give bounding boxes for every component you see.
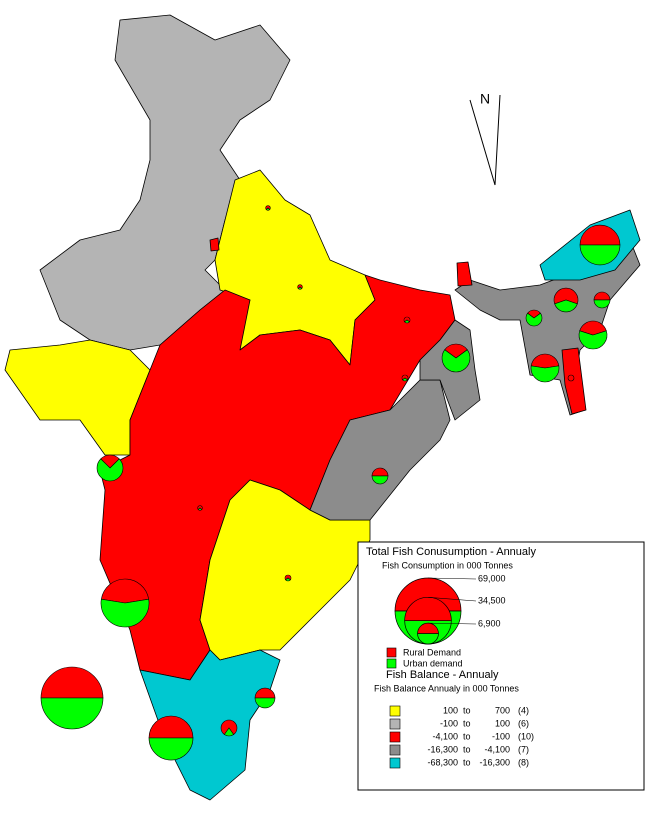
- size-key-leader: [427, 597, 477, 602]
- class-count: (10): [518, 731, 534, 741]
- class-to-word: to: [463, 731, 471, 741]
- pie-rural: [100, 578, 150, 604]
- pie-rural: [579, 320, 607, 336]
- rural-label: Rural Demand: [403, 647, 461, 657]
- class-from: -4,100: [432, 731, 458, 741]
- size-key-label: 34,500: [478, 595, 506, 605]
- pie-rural: [220, 719, 238, 735]
- pie-urban: [197, 507, 203, 511]
- compass: N: [469, 91, 501, 186]
- legend-balance-subtitle: Fish Balance Annualy in 000 Tonnes: [374, 683, 519, 693]
- pie-rural: [401, 374, 409, 381]
- pie-urban: [265, 207, 271, 211]
- pie-urban: [297, 286, 303, 290]
- urban-swatch: [386, 658, 397, 669]
- pie-rural: [40, 666, 104, 699]
- class-count: (4): [518, 705, 529, 715]
- class-to-word: to: [463, 718, 471, 728]
- pie-rural: [579, 224, 621, 246]
- class-to: 700: [495, 705, 510, 715]
- class-from: -100: [440, 718, 458, 728]
- region-sikkim: [456, 261, 473, 287]
- pie-urban: [578, 330, 608, 350]
- class-swatch: [389, 757, 401, 769]
- compass-arrow: [469, 94, 501, 186]
- class-to: -16,300: [479, 757, 510, 767]
- compass-label: N: [480, 91, 490, 107]
- pie-urban: [404, 319, 410, 324]
- pie-urban: [40, 697, 104, 730]
- legend-balance-title: Fish Balance - Annualy: [386, 669, 499, 681]
- class-swatch: [389, 744, 401, 756]
- class-count: (7): [518, 744, 529, 754]
- pie-urban: [254, 697, 276, 709]
- rural-swatch: [386, 647, 397, 658]
- class-to: 100: [495, 718, 510, 728]
- legend: Total Fish Conusumption - Annualy Fish C…: [357, 541, 645, 791]
- size-key-label: 6,900: [478, 618, 501, 628]
- pie-urban: [554, 299, 578, 313]
- pie-urban: [402, 377, 408, 382]
- pie-urban: [371, 475, 389, 485]
- pie-rural: [593, 291, 611, 301]
- class-swatch: [389, 718, 401, 730]
- pie-urban: [525, 312, 543, 327]
- size-key-label: 69,000: [478, 573, 506, 583]
- class-to: -100: [492, 731, 510, 741]
- class-to: -4,100: [484, 744, 510, 754]
- class-count: (6): [518, 718, 529, 728]
- size-key-urban: [417, 633, 439, 645]
- region-gujarat: [4, 339, 151, 456]
- pie-urban: [223, 727, 235, 737]
- region-tripura: [561, 347, 587, 415]
- class-from: -16,300: [427, 744, 458, 754]
- pie-urban: [96, 458, 124, 482]
- pie-urban: [148, 737, 194, 761]
- pie-urban: [441, 349, 471, 373]
- size-key-leader: [427, 622, 477, 625]
- legend-size-title: Total Fish Conusumption - Annualy: [366, 546, 536, 558]
- pie-rural: [148, 715, 194, 739]
- pie-urban: [100, 598, 150, 628]
- region-chandigarh: [209, 237, 220, 252]
- pie-rural: [284, 574, 292, 581]
- pie-rural: [403, 316, 411, 323]
- class-from: -68,300: [427, 757, 458, 767]
- class-to-word: to: [463, 744, 471, 754]
- class-count: (8): [518, 757, 529, 767]
- class-to-word: to: [463, 757, 471, 767]
- urban-label: Urban demand: [403, 658, 463, 668]
- class-to-word: to: [463, 705, 471, 715]
- pie-urban: [285, 577, 291, 582]
- pie-urban: [579, 244, 621, 266]
- region-andhra: [199, 479, 371, 661]
- class-swatch: [389, 705, 401, 717]
- class-swatch: [389, 731, 401, 743]
- size-key-leader: [427, 577, 477, 580]
- pies: [40, 205, 621, 761]
- pie-rural: [444, 343, 468, 359]
- pie-rural: [254, 687, 276, 699]
- pie-rural: [567, 374, 575, 382]
- region-orissa: [309, 379, 451, 521]
- pie-rural: [530, 353, 560, 369]
- pie-rural: [553, 287, 579, 305]
- legend-box: [357, 541, 645, 791]
- pie-urban: [530, 365, 560, 383]
- pie-urban: [593, 299, 611, 309]
- class-from: 100: [443, 705, 458, 715]
- legend-size-subtitle: Fish Consumption in 000 Tonnes: [382, 560, 513, 570]
- pie-rural: [371, 467, 389, 477]
